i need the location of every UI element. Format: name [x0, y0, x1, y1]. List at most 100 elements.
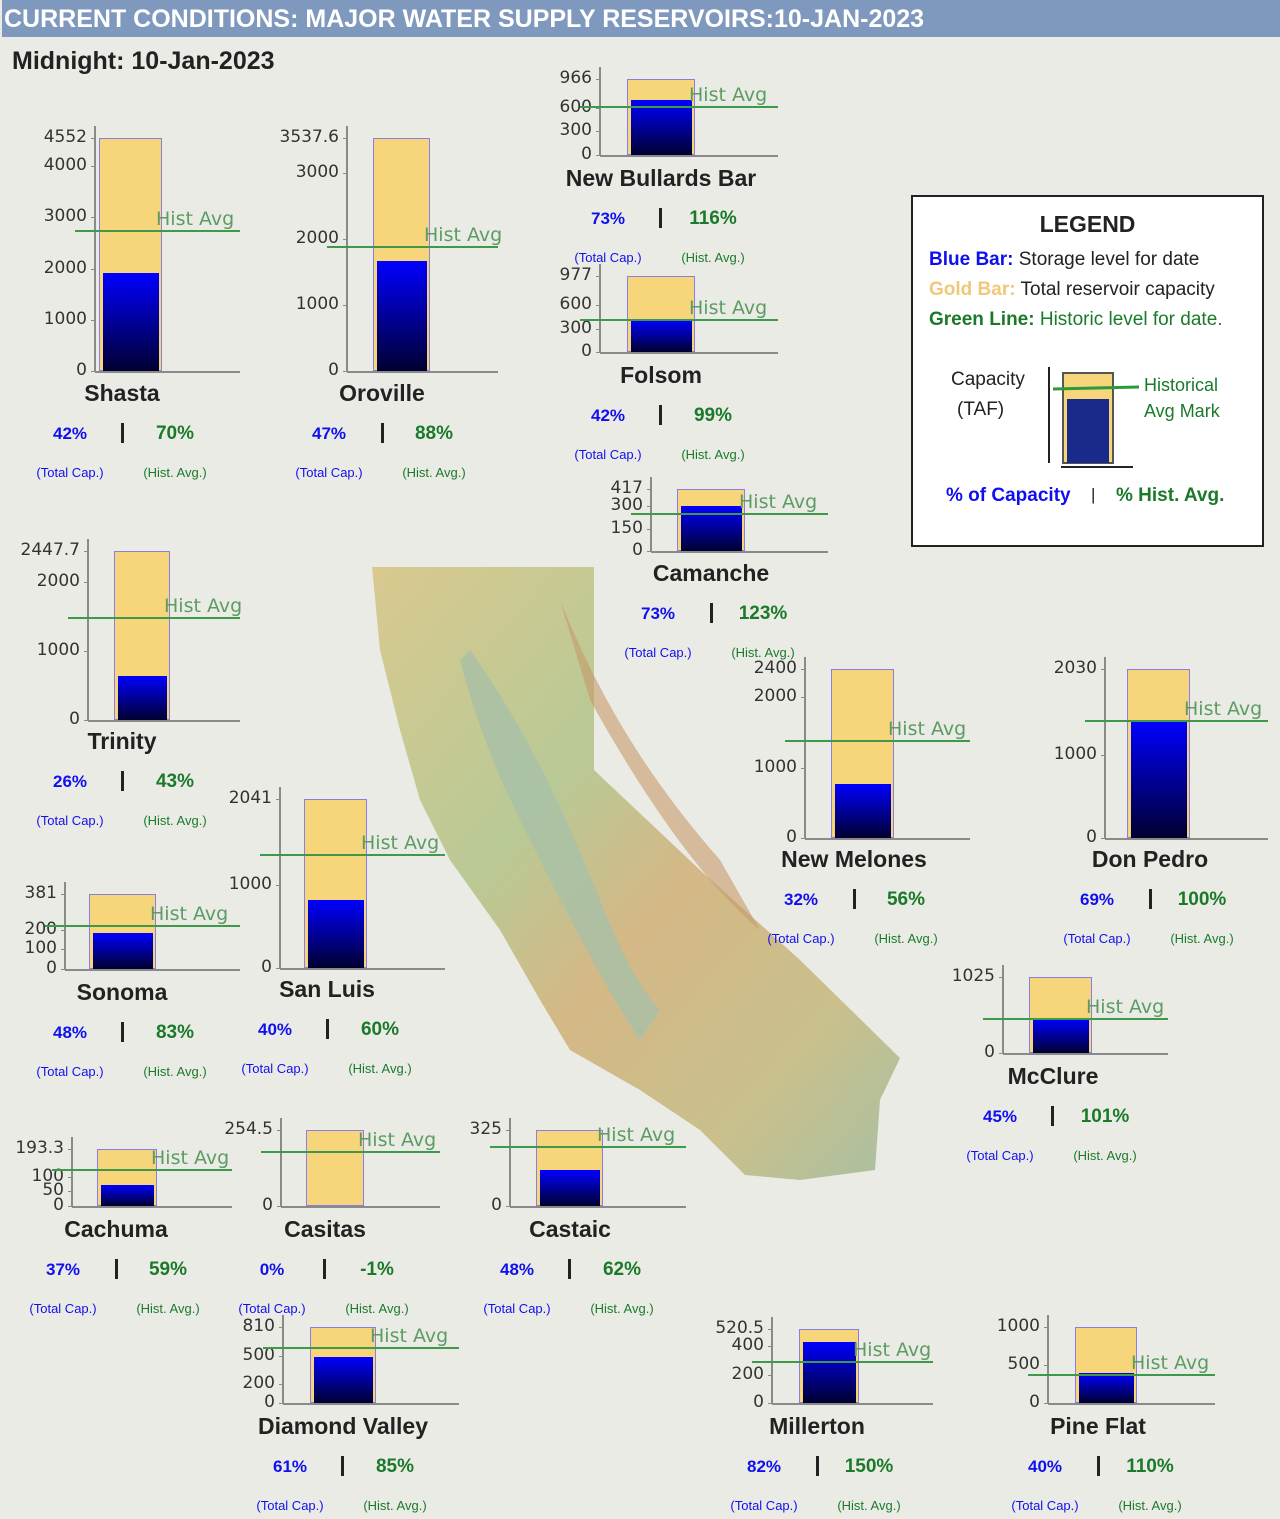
hist-avg-label: Hist Avg — [853, 1339, 932, 1362]
x-axis — [651, 551, 828, 553]
pct-hist-avg: 83% — [155, 1022, 195, 1043]
y-tick-mark — [596, 107, 600, 109]
x-axis — [65, 969, 240, 971]
hist-avg-label: Hist Avg — [597, 1124, 676, 1147]
y-tick-mark — [506, 1130, 510, 1131]
hist-avg-line — [1028, 1374, 1215, 1377]
legend-green-row: Green Line: Historic level for date. — [929, 309, 1223, 331]
legend-green-key: Green Line: — [929, 309, 1035, 330]
y-tick-label: 977 — [559, 265, 592, 285]
y-tick-mark — [343, 371, 347, 372]
y-axis — [94, 126, 96, 371]
hist-avg-label: Hist Avg — [150, 902, 229, 925]
y-tick-label: 2400 — [753, 658, 797, 678]
x-axis — [72, 1206, 232, 1208]
storage-bar — [308, 900, 364, 968]
y-tick-label: 0 — [76, 360, 87, 380]
total-cap-caption: (Total Cap.) — [1011, 1498, 1079, 1513]
pct-capacity: 40% — [1027, 1457, 1063, 1476]
y-tick-mark — [91, 166, 95, 168]
y-tick-mark — [1044, 1365, 1048, 1366]
pct-hist-avg: 60% — [360, 1019, 400, 1040]
hist-avg-label: Hist Avg — [361, 832, 440, 855]
pct-capacity: 26% — [52, 772, 88, 791]
x-axis — [805, 838, 970, 840]
separator — [659, 208, 662, 228]
hist-avg-label: Hist Avg — [689, 84, 768, 107]
hist-avg-caption: (Hist. Avg.) — [363, 1498, 427, 1513]
reservoir-name: Shasta — [84, 380, 160, 406]
y-tick-label: 417 — [610, 478, 643, 498]
storage-bar — [540, 1169, 600, 1206]
total-cap-caption: (Total Cap.) — [730, 1498, 798, 1513]
y-tick-mark — [276, 885, 280, 887]
legend-box: LEGEND Blue Bar: Storage level for date … — [911, 195, 1264, 547]
y-tick-mark — [277, 1130, 281, 1131]
storage-bar — [1131, 721, 1187, 838]
hist-avg-label: Hist Avg — [156, 208, 235, 231]
y-tick-label: 2000 — [36, 570, 80, 591]
legend-gold-key: Gold Bar: — [929, 279, 1016, 300]
pct-capacity: 82% — [746, 1457, 782, 1476]
legend-pct-capacity: % of Capacity — [946, 485, 1071, 506]
pct-hist-avg: 101% — [1080, 1106, 1130, 1127]
hist-avg-line — [631, 513, 828, 516]
y-axis — [282, 1315, 284, 1403]
y-tick-mark — [768, 1346, 772, 1348]
y-tick-mark — [343, 138, 347, 139]
legend-sample-bar-icon — [1048, 367, 1140, 468]
y-tick-label: 325 — [469, 1119, 502, 1139]
y-tick-label: 300 — [559, 120, 592, 141]
hist-avg-caption: (Hist. Avg.) — [143, 465, 207, 480]
y-tick-label: 600 — [559, 294, 592, 315]
y-axis — [280, 1118, 282, 1206]
y-axis — [279, 787, 281, 968]
hist-avg-caption: (Hist. Avg.) — [1170, 931, 1234, 946]
reservoir-name: McClure — [1007, 1063, 1099, 1089]
reservoir-name: Oroville — [339, 380, 425, 406]
y-tick-label: 1000 — [228, 874, 272, 895]
x-axis — [347, 371, 498, 373]
hist-avg-caption: (Hist. Avg.) — [681, 250, 745, 265]
y-tick-label: 0 — [581, 341, 592, 361]
y-tick-label: 300 — [610, 495, 643, 516]
reservoir-name: Sonoma — [76, 979, 168, 1005]
hist-avg-label: Hist Avg — [424, 223, 503, 246]
reservoir-name: Folsom — [620, 362, 702, 388]
storage-bar — [101, 1184, 154, 1206]
hist-avg-caption: (Hist. Avg.) — [837, 1498, 901, 1513]
y-axis — [87, 539, 89, 720]
hist-avg-caption: (Hist. Avg.) — [136, 1301, 200, 1316]
y-tick-label: 3000 — [43, 206, 87, 227]
reservoir-name: Diamond Valley — [257, 1413, 429, 1439]
y-tick-label: 1000 — [295, 294, 339, 315]
y-tick-label: 2447.7 — [20, 540, 80, 560]
y-tick-mark — [276, 799, 280, 800]
y-tick-label: 0 — [581, 144, 592, 164]
hist-avg-line — [263, 1347, 459, 1350]
pct-hist-avg: 100% — [1177, 889, 1227, 910]
hist-avg-label: Hist Avg — [358, 1128, 437, 1151]
x-axis — [88, 720, 240, 722]
reservoir-name: Castaic — [529, 1216, 611, 1242]
x-axis — [772, 1403, 933, 1405]
legend-hist-mark-1: Historical — [1144, 375, 1219, 395]
y-tick-mark — [801, 767, 805, 769]
storage-bar — [631, 99, 692, 155]
separator — [1051, 1106, 1054, 1126]
y-axis — [509, 1118, 511, 1206]
y-tick-label: 100 — [24, 938, 57, 959]
total-cap-caption: (Total Cap.) — [238, 1301, 306, 1316]
y-tick-label: 0 — [46, 958, 57, 978]
separator — [381, 423, 384, 443]
pct-hist-avg: 116% — [689, 208, 737, 229]
total-cap-caption: (Total Cap.) — [256, 1498, 324, 1513]
y-tick-mark — [84, 581, 88, 583]
reservoir-name: Casitas — [284, 1216, 366, 1242]
y-tick-label: 254.5 — [224, 1119, 273, 1139]
hist-avg-line — [75, 230, 240, 233]
legend-title: LEGEND — [1039, 211, 1136, 237]
y-tick-mark — [343, 239, 347, 241]
y-tick-label: 500 — [242, 1345, 275, 1366]
